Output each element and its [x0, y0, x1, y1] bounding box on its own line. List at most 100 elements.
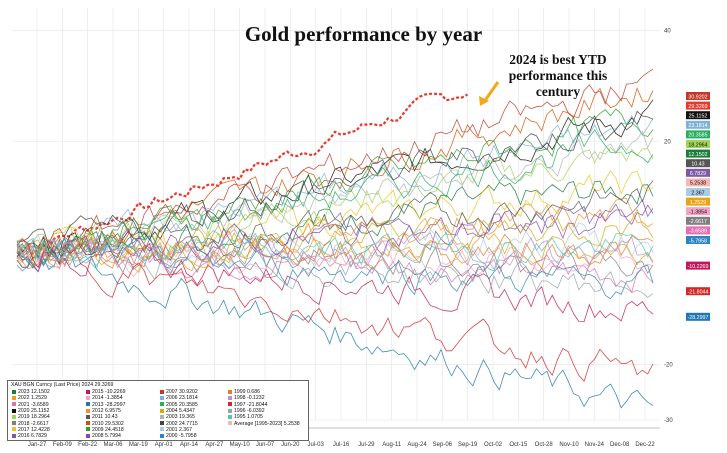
y-tick-label: -20	[664, 362, 673, 368]
end-label-box	[686, 140, 710, 148]
series-line-2018	[16, 236, 654, 281]
legend-item: 2008 5.7994	[86, 433, 121, 439]
legend-item: 2009 24.4518	[86, 427, 124, 433]
legend-label: 2022 1.2529	[18, 395, 47, 402]
end-label: 1.2529	[690, 200, 706, 206]
legend-item: 2015 -10.2269	[86, 389, 125, 395]
legend-item: 2003 19.365	[160, 414, 195, 420]
legend-item: 2001 2.367	[160, 427, 192, 433]
legend-label: 2016 6.7829	[18, 433, 47, 440]
legend-swatch	[160, 402, 164, 407]
legend-label: 2010 29.5302	[92, 420, 124, 427]
legend-label: 2014 -1.3854	[92, 395, 123, 402]
legend-item: 1998 -0.1232	[228, 395, 265, 401]
legend-swatch	[160, 421, 164, 426]
legend-label: 2007 30.9202	[166, 389, 198, 395]
legend-label: 1997 -21.8044	[234, 401, 268, 408]
x-tick-label: Apr-01	[155, 442, 174, 448]
legend-label: 2004 5.4347	[166, 407, 195, 414]
x-tick-label: Mar-06	[103, 442, 123, 448]
x-tick-label: Sep-06	[433, 442, 453, 448]
legend-label: 2017 12.4228	[18, 426, 50, 433]
series-line-2019	[16, 147, 654, 257]
end-label: 29.3269	[688, 104, 707, 110]
legend-swatch	[12, 421, 16, 426]
legend-item: 2000 -5.7958	[160, 433, 197, 439]
legend-swatch	[160, 389, 164, 394]
legend-item: 2010 29.5302	[86, 421, 124, 427]
end-label-box	[686, 130, 710, 139]
end-label-box	[686, 188, 710, 196]
x-tick-label: Feb-09	[53, 442, 73, 448]
legend-item: 2011 10.43	[86, 414, 118, 420]
end-label-box	[686, 216, 710, 225]
series-line-2010	[16, 86, 654, 268]
end-label: 30.9202	[688, 94, 707, 100]
legend-swatch	[86, 402, 90, 407]
legend-item: 1997 -21.8044	[228, 402, 267, 408]
end-label-box	[686, 92, 710, 100]
legend-swatch	[228, 421, 232, 426]
end-label-box	[686, 287, 710, 296]
x-tick-label: Nov-24	[585, 442, 605, 448]
legend-label: 2009 24.4518	[92, 426, 124, 433]
series-line-2000	[16, 235, 654, 300]
legend-swatch	[160, 433, 164, 438]
series-line-2001	[16, 222, 654, 271]
legend-swatch	[228, 395, 232, 400]
legend-label: 1999 0.686	[234, 389, 260, 395]
x-tick-label: Apr-14	[180, 442, 199, 448]
y-tick-label: 20	[664, 140, 671, 146]
y-tick-label: -30	[664, 418, 673, 424]
legend-label: 2012 6.9575	[92, 407, 121, 414]
end-label: 2.367	[691, 190, 704, 196]
end-label: 23.1814	[688, 123, 707, 129]
legend-header: XAU BGN Curncy (Last Price) 2024 29.3269	[11, 382, 114, 388]
legend-label: Average [1995-2023] 5.2538	[234, 420, 300, 427]
series-line-1996	[16, 240, 654, 298]
series-line-2005	[16, 129, 654, 266]
end-label-box	[686, 101, 710, 110]
x-tick-label: Jul-16	[333, 442, 350, 448]
end-label-box	[686, 149, 710, 158]
legend-label: 2000 -5.7958	[166, 433, 197, 440]
x-tick-label: Oct-28	[535, 442, 554, 448]
legend-label: 2023 12.1502	[18, 389, 50, 395]
end-label: -21.8044	[688, 290, 709, 296]
end-label: -28.2997	[688, 315, 709, 321]
series-line-1998	[16, 228, 654, 274]
legend-label: 2015 -10.2269	[92, 389, 126, 395]
legend-label: 2003 19.365	[166, 414, 195, 421]
end-label: 6.7829	[690, 171, 706, 177]
legend-item: 2023 12.1502	[12, 389, 50, 395]
series-line-2004	[16, 208, 654, 268]
legend-item: 2017 12.4228	[12, 427, 50, 433]
legend-label: 2001 2.367	[166, 426, 192, 433]
end-label: -1.3854	[689, 210, 707, 216]
x-tick-label: Jul-03	[307, 442, 324, 448]
legend-item: 2006 23.1814	[160, 395, 198, 401]
x-tick-label: Nov-10	[559, 442, 579, 448]
end-label-box	[686, 197, 710, 206]
legend-label: 1996 -6.0392	[234, 407, 265, 414]
end-label: 18.2964	[688, 142, 707, 148]
legend-item: 2020 25.1152	[12, 408, 49, 414]
annotation-text: 2024 is best YTD performance this centur…	[508, 52, 608, 99]
series-line-2006	[16, 115, 654, 268]
series-line-2003	[16, 130, 654, 263]
end-label: 12.1502	[688, 152, 707, 158]
legend-label: 2002 24.7715	[166, 420, 198, 427]
legend-label: 2006 23.1814	[166, 395, 198, 402]
end-label: 25.1152	[689, 114, 708, 120]
legend-swatch	[86, 414, 90, 419]
legend-swatch	[86, 389, 90, 394]
chart-title: Gold performance by year	[244, 22, 483, 46]
legend-swatch	[160, 395, 164, 400]
legend-label: 2013 -28.2997	[92, 401, 126, 408]
x-tick-label: Feb-22	[78, 442, 98, 448]
end-label: -5.7958	[689, 238, 707, 244]
x-tick-label: Sep-19	[458, 442, 478, 448]
legend-swatch	[228, 408, 232, 413]
legend-swatch	[12, 402, 16, 407]
series-line-2024	[16, 92, 469, 255]
